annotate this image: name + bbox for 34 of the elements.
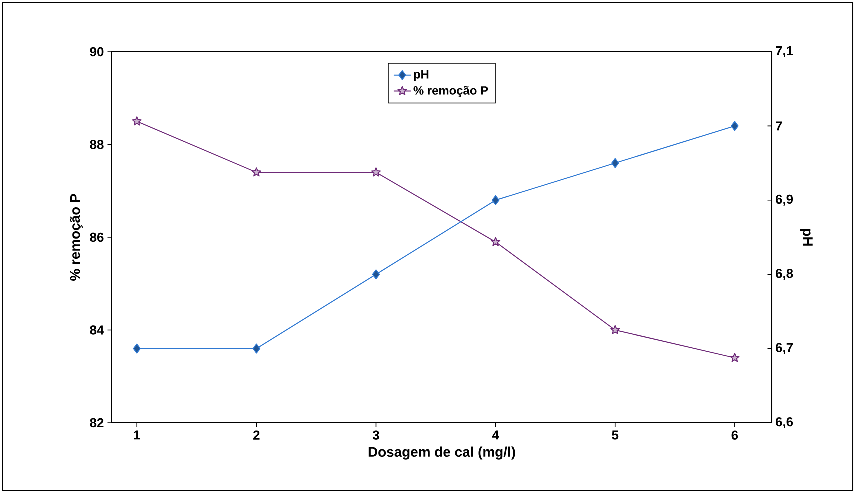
y2-tick-label: 6,8 xyxy=(776,269,794,280)
y2-tick-label: 6,6 xyxy=(776,417,794,429)
point xyxy=(610,325,620,334)
x-tick-label: 3 xyxy=(372,430,380,440)
y2-tick-label: 7 xyxy=(776,122,782,131)
point xyxy=(252,168,262,177)
y-tick-label: 86 xyxy=(90,232,104,242)
legend-label: % remoção P xyxy=(414,86,488,98)
y-tick-label: 84 xyxy=(90,326,104,335)
x-tick-label: 4 xyxy=(492,430,500,440)
y2-tick-label: 6,9 xyxy=(776,194,794,206)
y-tick-label: 82 xyxy=(90,418,104,428)
y-axis-title: % remoção P xyxy=(70,194,83,281)
y-tick-label: 90 xyxy=(90,47,104,57)
y2-tick-label: 7,1 xyxy=(776,46,794,58)
point xyxy=(372,270,380,280)
point xyxy=(612,158,620,168)
x-tick-label: 6 xyxy=(732,430,738,440)
x-tick-label: 2 xyxy=(254,430,260,440)
point xyxy=(133,344,141,354)
y2-tick-label: 6,7 xyxy=(776,343,793,354)
point xyxy=(491,237,501,246)
point xyxy=(371,168,382,177)
point xyxy=(492,195,500,206)
y-tick-label: 88 xyxy=(90,140,104,150)
point xyxy=(730,353,740,362)
x-tick-label: 5 xyxy=(612,430,619,440)
point xyxy=(731,121,739,132)
legend-label: pH xyxy=(414,70,429,82)
point xyxy=(252,344,261,354)
x-axis-title: Dosagem de cal (mg/l) xyxy=(368,446,516,460)
point xyxy=(132,116,142,126)
x-tick-label: 1 xyxy=(134,430,140,440)
y2-axis-title: pH xyxy=(800,229,813,246)
